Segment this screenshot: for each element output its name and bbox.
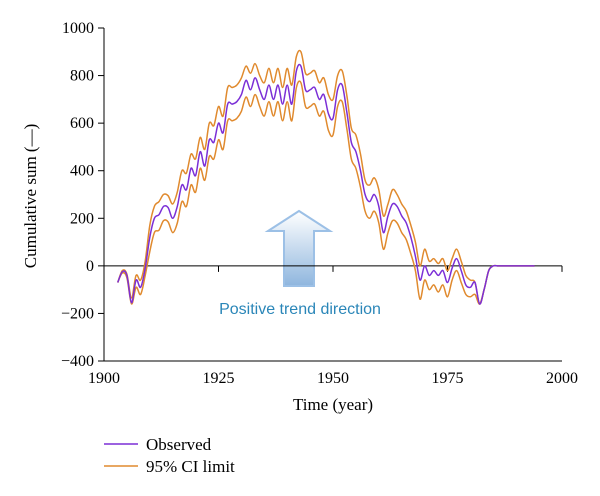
legend: Observed 95% CI limit xyxy=(104,435,235,476)
series-observed-line xyxy=(117,63,535,305)
series-group xyxy=(116,49,535,305)
y-axis-title: Cumulative sum (—) xyxy=(21,124,40,268)
legend-label-observed: Observed xyxy=(146,435,212,454)
series-ci-upper-line xyxy=(116,49,535,305)
x-tick-label: 1900 xyxy=(88,370,120,387)
x-axis-title: Time (year) xyxy=(293,395,373,414)
y-tick-label: −200 xyxy=(61,305,94,322)
series-ci-lower-line xyxy=(117,80,535,305)
trend-arrow-icon xyxy=(264,209,334,287)
y-tick-label: −400 xyxy=(61,353,94,370)
x-tick-label: 2000 xyxy=(546,370,578,387)
y-tick-label: 800 xyxy=(70,68,94,85)
x-tick-label: 1950 xyxy=(317,370,349,387)
y-tick-label: 1000 xyxy=(62,20,94,37)
annotation-text: Positive trend direction xyxy=(219,301,381,318)
x-tick-label: 1975 xyxy=(432,370,464,387)
legend-label-ci: 95% CI limit xyxy=(146,457,235,476)
y-tick-label: 200 xyxy=(70,210,94,227)
axes: −400 −200 0 200 400 600 800 1000 1900 1925 1950 197… xyxy=(61,20,578,387)
y-tick-label: 400 xyxy=(70,163,94,180)
x-tick-label: 1925 xyxy=(203,370,235,387)
y-tick-label: 0 xyxy=(86,258,94,275)
y-tick-label: 600 xyxy=(70,115,94,132)
